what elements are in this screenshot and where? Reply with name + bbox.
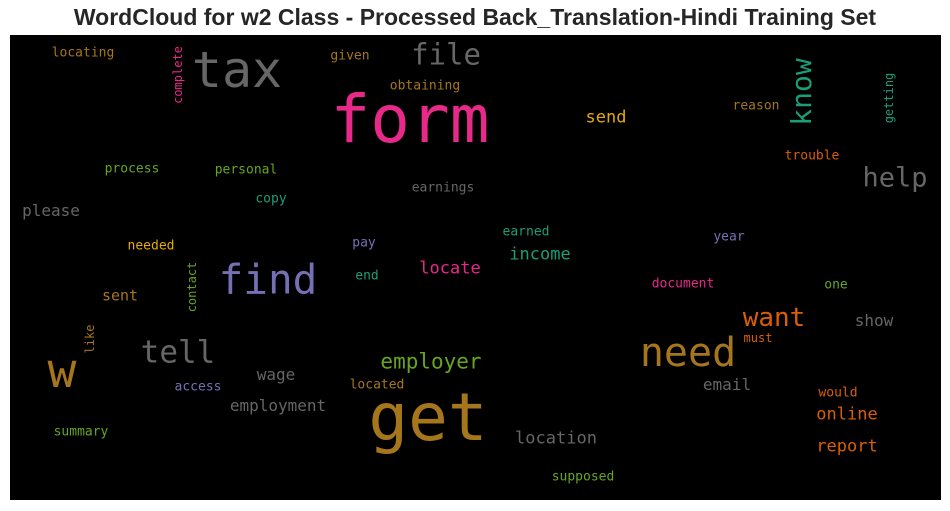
word-trouble: trouble (784, 148, 840, 164)
chart-title: WordCloud for w2 Class - Processed Back_… (73, 4, 877, 30)
word-locating: locating (51, 45, 115, 61)
word-complete: complete (171, 46, 185, 104)
word-w: w (47, 343, 77, 399)
word-email: email (702, 375, 752, 394)
word-know: know (785, 58, 818, 126)
word-cloud-canvas: form get tax w need find file know tell help want e… (10, 35, 941, 500)
word-reason: reason (732, 98, 780, 114)
word-location: location (515, 428, 597, 449)
word-please: please (22, 201, 80, 220)
word-personal: personal (214, 162, 278, 178)
word-need: need (639, 330, 737, 376)
word-contact: contact (185, 261, 199, 313)
word-year: year (713, 229, 745, 245)
word-wage: wage (256, 365, 296, 384)
word-one: one (824, 277, 848, 293)
word-summary: summary (53, 424, 109, 440)
word-sent: sent (101, 286, 139, 305)
word-end: end (355, 268, 379, 284)
word-like: like (83, 324, 97, 354)
word-form: form (330, 81, 490, 158)
word-file: file (411, 37, 481, 72)
word-earnings: earnings (411, 180, 475, 196)
word-find: find (218, 255, 318, 304)
word-send: send (585, 107, 627, 128)
word-income: income (509, 244, 571, 265)
word-get: get (368, 379, 488, 456)
word-locate: locate (419, 258, 481, 279)
word-would: would (818, 385, 858, 401)
word-tell: tell (140, 334, 216, 371)
word-access: access (174, 379, 222, 395)
word-pay: pay (352, 235, 376, 251)
word-must: must (743, 331, 773, 345)
word-online: online (816, 404, 878, 425)
word-given: given (330, 48, 370, 64)
word-tax: tax (191, 41, 283, 99)
word-want: want (742, 303, 806, 333)
word-employment: employment (229, 396, 327, 415)
word-help: help (862, 162, 928, 194)
word-located: located (349, 377, 405, 393)
word-getting: getting (882, 72, 896, 124)
word-earned: earned (502, 224, 550, 240)
word-report: report (816, 436, 878, 457)
word-show: show (854, 311, 894, 330)
word-obtaining: obtaining (389, 78, 461, 94)
word-document: document (651, 276, 715, 292)
word-process: process (104, 161, 160, 177)
word-needed: needed (127, 238, 175, 254)
word-employer: employer (380, 349, 482, 374)
word-supposed: supposed (551, 469, 615, 485)
word-copy: copy (255, 191, 287, 207)
